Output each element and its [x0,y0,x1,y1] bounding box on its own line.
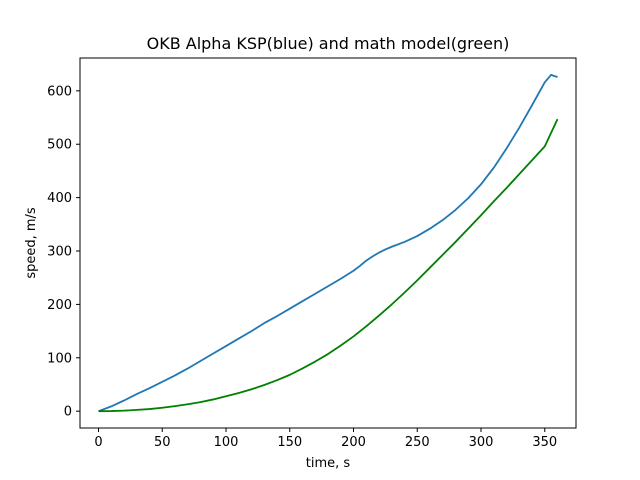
x-axis-label: time, s [306,456,351,471]
x-tick-label: 200 [341,435,366,450]
x-tick-label: 300 [469,435,494,450]
y-tick-label: 0 [64,405,72,420]
x-tick-label: 350 [532,435,557,450]
plot-area [98,73,559,413]
plot-frame [79,57,577,429]
y-axis: 0 100 200 300 400 500 600 [47,84,80,420]
x-tick-label: 100 [214,435,239,450]
y-tick-label: 500 [47,138,72,153]
y-tick-label: 100 [47,351,72,366]
x-tick-label: 0 [94,435,102,450]
y-tick-label: 400 [47,191,72,206]
x-tick-label: 250 [405,435,430,450]
series-line-2 [98,118,559,413]
y-tick-label: 600 [47,84,72,99]
x-axis: 0 50 100 150 200 250 300 350 [94,428,557,450]
chart-title: OKB Alpha KSP(blue) and math model(green… [147,34,510,53]
x-tick-label: 50 [154,435,171,450]
y-tick-label: 300 [47,245,72,260]
y-axis-label: speed, m/s [24,207,39,279]
y-tick-label: 200 [47,298,72,313]
series-line-1 [98,73,558,413]
x-tick-label: 150 [277,435,302,450]
